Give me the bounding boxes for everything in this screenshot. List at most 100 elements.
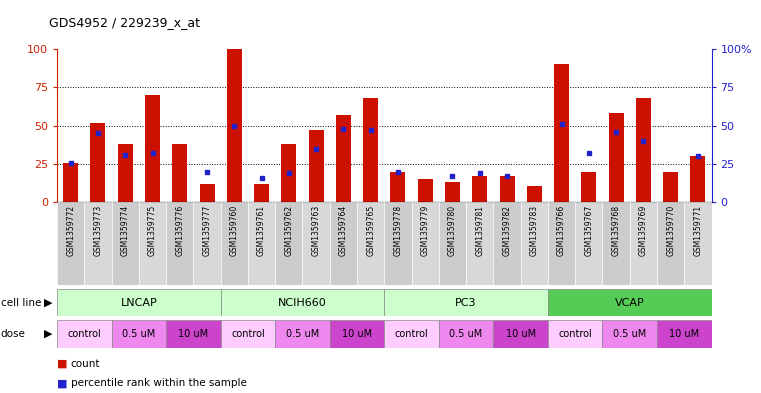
Text: control: control	[68, 329, 101, 339]
Bar	[418, 179, 433, 202]
Text: 0.5 uM: 0.5 uM	[613, 329, 646, 339]
Text: ■: ■	[57, 358, 68, 369]
Bar	[603, 320, 657, 348]
Text: 10 uM: 10 uM	[669, 329, 699, 339]
Bar	[118, 144, 132, 202]
Bar	[521, 202, 548, 285]
Text: GSM1359776: GSM1359776	[175, 205, 184, 256]
Bar	[357, 202, 384, 285]
Bar	[439, 202, 466, 285]
Bar	[336, 115, 351, 202]
Text: GSM1359771: GSM1359771	[693, 205, 702, 256]
Text: GSM1359762: GSM1359762	[285, 205, 293, 256]
Text: 0.5 uM: 0.5 uM	[123, 329, 155, 339]
Text: GSM1359760: GSM1359760	[230, 205, 239, 256]
Text: PC3: PC3	[455, 298, 477, 308]
Bar	[248, 202, 275, 285]
Bar	[581, 172, 597, 202]
Bar	[139, 202, 166, 285]
Text: GSM1359768: GSM1359768	[612, 205, 620, 256]
Text: count: count	[71, 358, 100, 369]
Bar	[221, 320, 275, 348]
Bar	[57, 289, 221, 316]
Text: 0.5 uM: 0.5 uM	[450, 329, 482, 339]
Text: NCIH660: NCIH660	[278, 298, 327, 308]
Bar	[684, 202, 712, 285]
Bar	[275, 320, 330, 348]
Text: 10 uM: 10 uM	[342, 329, 372, 339]
Text: GSM1359763: GSM1359763	[312, 205, 320, 256]
Text: GSM1359774: GSM1359774	[121, 205, 129, 256]
Bar	[603, 202, 630, 285]
Text: GSM1359772: GSM1359772	[66, 205, 75, 256]
Text: 0.5 uM: 0.5 uM	[286, 329, 319, 339]
Bar	[193, 202, 221, 285]
Text: cell line: cell line	[1, 298, 41, 308]
Bar	[554, 64, 569, 202]
Text: GSM1359761: GSM1359761	[257, 205, 266, 256]
Bar	[548, 202, 575, 285]
Bar	[330, 202, 357, 285]
Text: ▶: ▶	[44, 298, 53, 308]
Bar	[145, 95, 160, 202]
Bar	[493, 202, 521, 285]
Bar	[282, 144, 296, 202]
Text: control: control	[395, 329, 428, 339]
Text: GSM1359777: GSM1359777	[202, 205, 212, 256]
Bar	[630, 202, 657, 285]
Text: GSM1359782: GSM1359782	[502, 205, 511, 256]
Bar	[57, 320, 112, 348]
Text: GSM1359783: GSM1359783	[530, 205, 539, 256]
Bar	[636, 98, 651, 202]
Text: GSM1359779: GSM1359779	[421, 205, 430, 256]
Text: percentile rank within the sample: percentile rank within the sample	[71, 378, 247, 388]
Bar	[363, 98, 378, 202]
Bar	[575, 202, 603, 285]
Bar	[657, 202, 684, 285]
Text: 10 uM: 10 uM	[178, 329, 209, 339]
Bar	[445, 182, 460, 202]
Bar	[439, 320, 493, 348]
Bar	[91, 123, 106, 202]
Bar	[254, 184, 269, 202]
Bar	[199, 184, 215, 202]
Bar	[384, 289, 548, 316]
Bar	[84, 202, 112, 285]
Text: GDS4952 / 229239_x_at: GDS4952 / 229239_x_at	[49, 17, 200, 29]
Text: dose: dose	[1, 329, 26, 339]
Text: 10 uM: 10 uM	[505, 329, 536, 339]
Bar	[384, 202, 412, 285]
Text: GSM1359770: GSM1359770	[666, 205, 675, 256]
Bar	[466, 202, 493, 285]
Bar	[112, 320, 166, 348]
Bar	[657, 320, 712, 348]
Text: GSM1359778: GSM1359778	[393, 205, 403, 256]
Text: ■: ■	[57, 378, 68, 388]
Text: GSM1359781: GSM1359781	[476, 205, 484, 256]
Bar	[57, 202, 84, 285]
Bar	[330, 320, 384, 348]
Bar	[166, 202, 193, 285]
Bar	[390, 172, 406, 202]
Text: control: control	[231, 329, 265, 339]
Text: GSM1359775: GSM1359775	[148, 205, 157, 256]
Bar	[384, 320, 439, 348]
Bar	[303, 202, 330, 285]
Text: GSM1359764: GSM1359764	[339, 205, 348, 256]
Bar	[473, 176, 487, 202]
Bar	[609, 114, 623, 202]
Bar	[527, 185, 542, 202]
Text: VCAP: VCAP	[615, 298, 645, 308]
Text: LNCAP: LNCAP	[120, 298, 158, 308]
Text: GSM1359765: GSM1359765	[366, 205, 375, 256]
Bar	[493, 320, 548, 348]
Bar	[690, 156, 705, 202]
Bar	[112, 202, 139, 285]
Text: GSM1359780: GSM1359780	[448, 205, 457, 256]
Bar	[221, 202, 248, 285]
Bar	[499, 176, 514, 202]
Bar	[63, 163, 78, 202]
Bar	[663, 172, 678, 202]
Text: ▶: ▶	[44, 329, 53, 339]
Text: GSM1359767: GSM1359767	[584, 205, 594, 256]
